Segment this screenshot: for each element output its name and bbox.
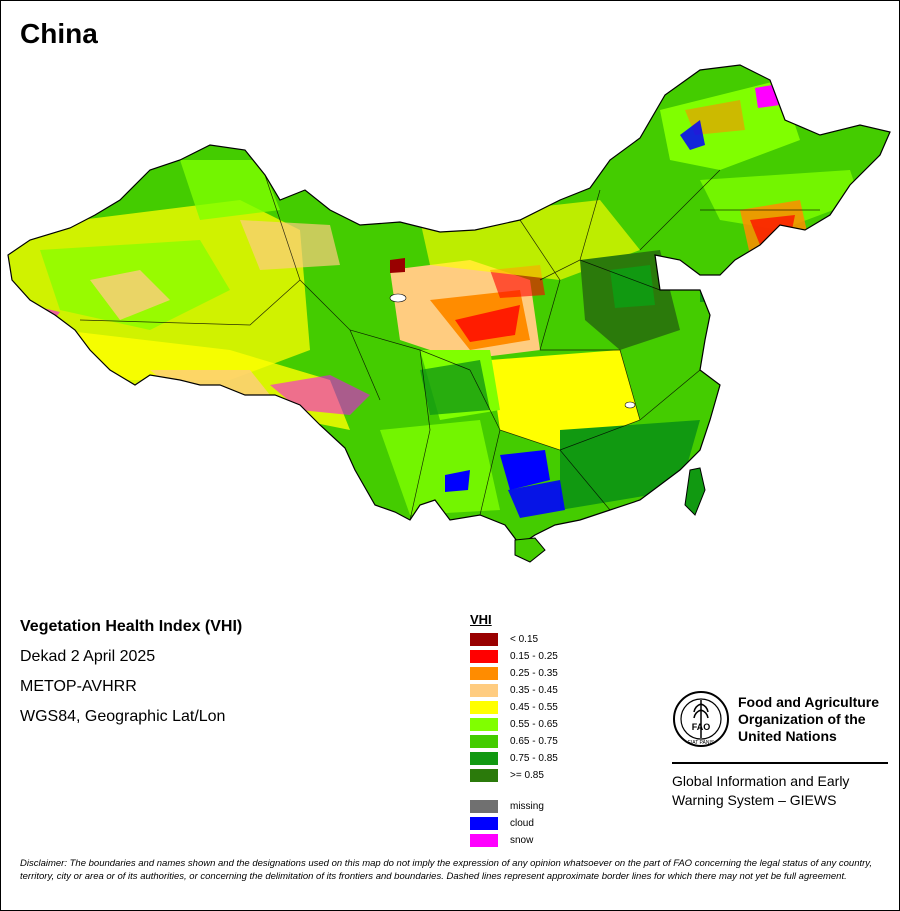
legend-item: < 0.15 <box>470 631 558 648</box>
legend-swatch <box>470 633 498 646</box>
legend-label: cloud <box>510 818 534 829</box>
legend-item: 0.25 - 0.35 <box>470 665 558 682</box>
legend-swatch <box>470 684 498 697</box>
fao-org-line-1: Food and Agriculture <box>738 693 880 710</box>
legend-swatch <box>470 650 498 663</box>
map-info: Vegetation Health Index (VHI) Dekad 2 Ap… <box>20 618 242 738</box>
legend-swatch <box>470 769 498 782</box>
legend-label: < 0.15 <box>510 634 539 645</box>
projection: WGS84, Geographic Lat/Lon <box>20 708 226 725</box>
legend-other: missing cloud snow <box>470 798 558 849</box>
vhi-map <box>0 50 900 580</box>
legend-item: cloud <box>470 815 558 832</box>
fao-organization-name: Food and Agriculture Organization of the… <box>738 694 879 745</box>
giews-line-1: Global Information and Early <box>672 773 850 789</box>
legend-item: 0.35 - 0.45 <box>470 682 558 699</box>
fao-org-line-2: Organization of the <box>738 710 866 727</box>
giews-name: Global Information and Early Warning Sys… <box>672 772 888 810</box>
legend-item: >= 0.85 <box>470 767 558 784</box>
legend-title: VHI <box>470 612 492 627</box>
fao-org-line-3: United Nations <box>738 727 837 744</box>
legend-label: missing <box>510 801 544 812</box>
legend-label: 0.55 - 0.65 <box>510 719 558 730</box>
legend-swatch <box>470 735 498 748</box>
legend-item: 0.45 - 0.55 <box>470 699 558 716</box>
legend-label: 0.35 - 0.45 <box>510 685 558 696</box>
legend-swatch <box>470 817 498 830</box>
legend-swatch <box>470 834 498 847</box>
legend-item: 0.55 - 0.65 <box>470 716 558 733</box>
index-name: Vegetation Health Index (VHI) <box>20 618 243 635</box>
legend-item: 0.65 - 0.75 <box>470 733 558 750</box>
legend-label: 0.15 - 0.25 <box>510 651 558 662</box>
legend-swatch <box>470 667 498 680</box>
legend-swatch <box>470 800 498 813</box>
legend-label: 0.75 - 0.85 <box>510 753 558 764</box>
legend-swatch <box>470 752 498 765</box>
legend-label: >= 0.85 <box>510 770 544 781</box>
legend-label: 0.25 - 0.35 <box>510 668 558 679</box>
legend-label: snow <box>510 835 534 846</box>
fao-motto: FIAT PANIS <box>688 740 715 746</box>
fao-divider <box>672 762 888 764</box>
map-title: China <box>20 18 98 49</box>
sensor: METOP-AVHRR <box>20 678 137 695</box>
legend-label: 0.65 - 0.75 <box>510 736 558 747</box>
legend-classes: < 0.15 0.15 - 0.25 0.25 - 0.35 0.35 - 0.45 0… <box>470 631 558 784</box>
legend-item: snow <box>470 832 558 849</box>
legend-item: 0.75 - 0.85 <box>470 750 558 767</box>
disclaimer: Disclaimer: The boundaries and names sho… <box>20 858 872 882</box>
legend-swatch <box>470 718 498 731</box>
legend-item: 0.15 - 0.25 <box>470 648 558 665</box>
legend-label: 0.45 - 0.55 <box>510 702 558 713</box>
legend-swatch <box>470 701 498 714</box>
fao-logo-text: FAO <box>692 722 711 732</box>
fao-logo-icon: FAO FIAT PANIS <box>673 691 729 747</box>
period: Dekad 2 April 2025 <box>20 648 156 665</box>
legend-item: missing <box>470 798 558 815</box>
legend: VHI < 0.15 0.15 - 0.25 0.25 - 0.35 0.35 - 0… <box>470 612 558 849</box>
giews-line-2: Warning System – GIEWS <box>672 792 837 808</box>
fao-block: FAO FIAT PANIS Food and Agriculture Orga… <box>672 690 888 810</box>
